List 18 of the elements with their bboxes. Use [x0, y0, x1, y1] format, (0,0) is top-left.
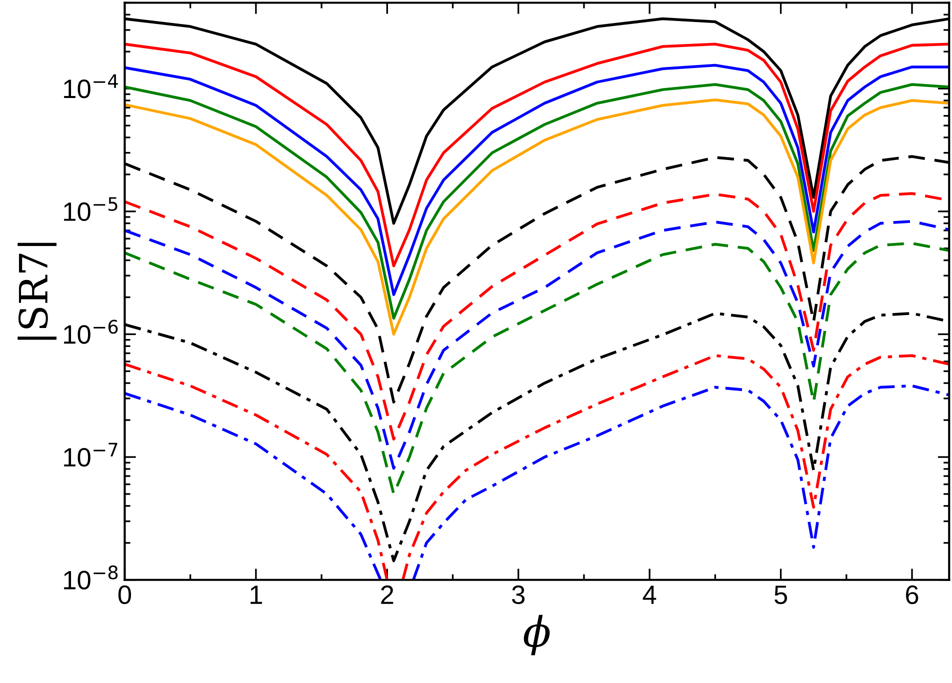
- x-tick-label: 6: [906, 585, 918, 604]
- x-tick-label: 1: [250, 586, 262, 604]
- y-tick-label: 10$^{−5}$: [64, 197, 118, 222]
- x-axis-title: ϕ: [524, 614, 550, 656]
- x-tick-label: 0: [118, 585, 132, 604]
- x-tick-label: 4: [642, 586, 656, 604]
- y-tick-label: 10$^{−6}$: [64, 320, 118, 344]
- y-tick-label: 10$^{−8}$: [64, 565, 118, 590]
- y-tick-label: 10$^{−7}$: [64, 442, 118, 467]
- line-series: [124, 42, 950, 268]
- line-series: [124, 242, 950, 496]
- x-tick-label: 2: [381, 585, 394, 604]
- line-series: [124, 220, 950, 470]
- y-tick-label: 10$^{−4}$: [64, 74, 118, 98]
- y-axis-title: |SR7|: [18, 242, 57, 340]
- x-tick-label: 3: [512, 585, 525, 604]
- line-series: [124, 64, 950, 296]
- x-tick-label: 5: [774, 586, 788, 604]
